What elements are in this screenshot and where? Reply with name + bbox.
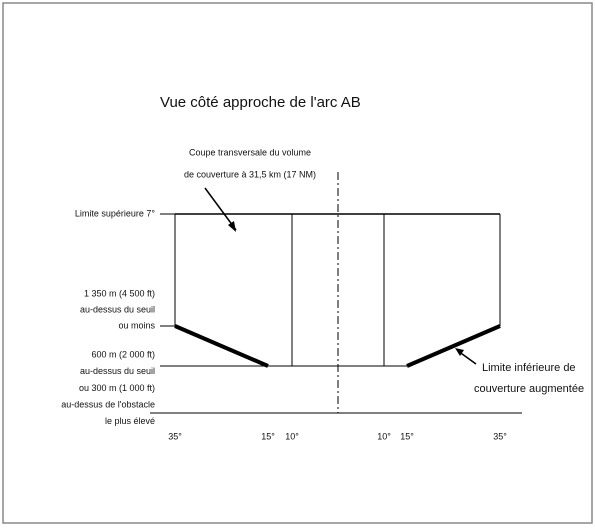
angle-label: 10° (285, 431, 299, 441)
frame (2, 2, 593, 524)
upper-limit: Limite supérieure 7° (75, 208, 156, 218)
label-line: au-dessus de l'obstacle (61, 399, 155, 409)
label-line: 1 350 m (4 500 ft) (84, 288, 155, 298)
note-line: de couverture à 31,5 km (17 NM) (184, 169, 316, 179)
angle-label: 35° (493, 431, 507, 441)
arrow-head (455, 348, 464, 356)
angle-labels: 35° 15° 10° 10° 15° 35° (168, 431, 507, 441)
arrow (204, 187, 237, 231)
lower-limit-note: Limite inférieure de couverture augmentée (474, 362, 584, 395)
section-note: Coupe transversale du volume de couvertur… (184, 147, 316, 179)
label-line: au-dessus du seuil (80, 366, 155, 376)
volume (150, 172, 522, 414)
label-line: ou 300 m (1 000 ft) (79, 383, 155, 393)
mid-level: 1 350 m (4 500 ft) au-dessus du seuil ou m… (80, 288, 156, 330)
angle-label: 15° (261, 431, 275, 441)
note-line: Coupe transversale du volume (189, 147, 311, 157)
angle-label: 10° (377, 431, 391, 441)
label-line: ou moins (118, 320, 155, 330)
label-line: le plus élevé (105, 416, 155, 426)
note-line: Limite inférieure de (482, 362, 576, 374)
note-line: couverture augmentée (474, 383, 584, 395)
angle-label: 15° (400, 431, 414, 441)
low-level: 600 m (2 000 ft) au-dessus du seuil ou 300… (61, 349, 155, 426)
angle-label: 35° (168, 431, 182, 441)
arrow-head (228, 221, 236, 232)
label-line: 600 m (2 000 ft) (91, 349, 155, 359)
title: Vue côté approche de l'arc AB (160, 94, 361, 111)
label-line: au-dessus du seuil (80, 304, 155, 314)
